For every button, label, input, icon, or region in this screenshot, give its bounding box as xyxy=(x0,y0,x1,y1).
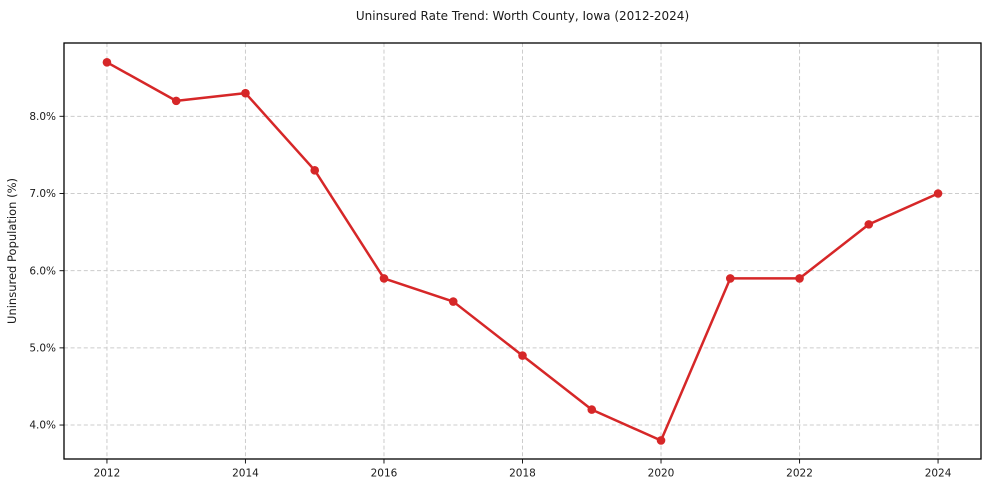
data-point-2017 xyxy=(448,297,458,306)
y-tick-label: 6.0% xyxy=(29,265,56,277)
x-tick-label: 2020 xyxy=(648,468,675,480)
data-point-2019 xyxy=(587,405,597,414)
y-tick-label: 8.0% xyxy=(29,111,56,123)
chart-title: Uninsured Rate Trend: Worth County, Iowa… xyxy=(356,9,689,23)
data-point-2015 xyxy=(310,166,320,175)
plot-border xyxy=(63,42,982,460)
y-tick-label: 7.0% xyxy=(29,188,56,200)
data-point-2016 xyxy=(379,274,389,283)
grid-lines xyxy=(64,43,981,459)
x-tick-label: 2012 xyxy=(94,468,121,480)
y-axis-label: Uninsured Population (%) xyxy=(5,178,19,324)
y-tick-label: 4.0% xyxy=(29,420,56,432)
data-point-2020 xyxy=(656,436,666,445)
data-point-2014 xyxy=(241,88,250,98)
axis-tick-labels: 4.0% 5.0% 6.0% 7.0% 8.0% 2012 2014 2016 2018 2020… xyxy=(29,111,951,480)
data-point-2023 xyxy=(864,220,874,229)
data-series xyxy=(102,57,943,445)
data-point-2018 xyxy=(518,351,527,360)
x-tick-label: 2016 xyxy=(371,468,398,480)
data-point-2021 xyxy=(725,274,735,283)
x-tick-label: 2014 xyxy=(232,468,259,480)
x-tick-label: 2018 xyxy=(509,468,536,480)
data-point-2024 xyxy=(933,189,943,198)
axis-ticks xyxy=(59,115,939,464)
data-point-2013 xyxy=(171,96,181,106)
x-tick-label: 2022 xyxy=(786,468,813,480)
y-tick-label: 5.0% xyxy=(29,342,56,354)
data-point-2012 xyxy=(102,57,112,67)
data-point-2022 xyxy=(795,274,804,283)
x-tick-label: 2024 xyxy=(925,468,952,480)
